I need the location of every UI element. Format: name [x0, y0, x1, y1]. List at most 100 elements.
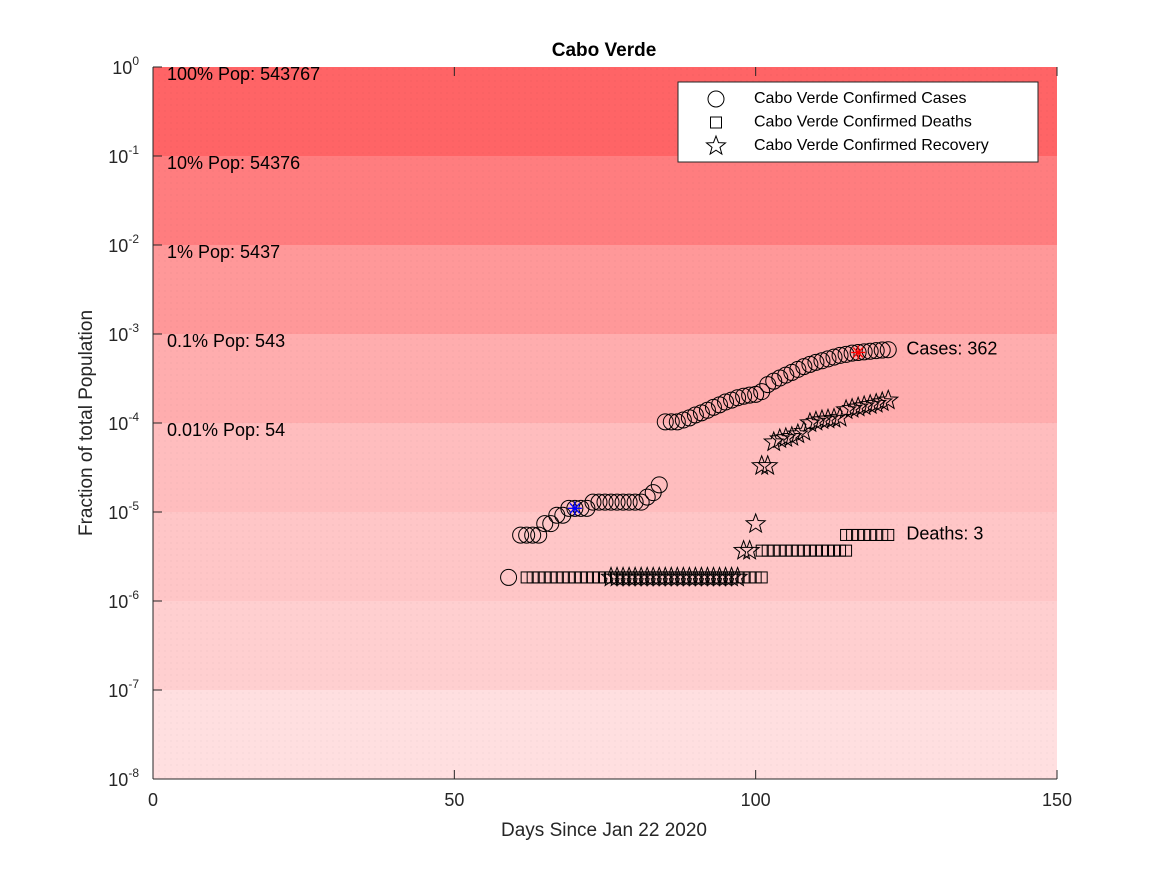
legend-entry-label: Cabo Verde Confirmed Deaths — [754, 114, 972, 131]
case-point — [596, 493, 614, 511]
legend-entry-label: Cabo Verde Confirmed Recovery — [754, 137, 989, 154]
death-point — [562, 571, 575, 584]
recovery-point — [805, 410, 827, 431]
recovery-point — [847, 395, 869, 417]
y-tick-label: 10-4 — [108, 410, 139, 434]
case-point — [735, 387, 753, 405]
death-point — [852, 528, 865, 541]
legend-marker-square — [710, 116, 722, 129]
y-tick-label: 10-5 — [108, 499, 139, 523]
recovery-point — [811, 408, 833, 430]
case-point — [626, 493, 644, 511]
case-point — [837, 345, 855, 363]
death-point — [532, 571, 545, 584]
y-tick-exponent: -1 — [128, 143, 139, 157]
y-tick-base: 10 — [108, 592, 128, 612]
y-tick-exponent: -5 — [128, 499, 139, 513]
death-point — [840, 544, 853, 557]
case-point — [825, 348, 843, 366]
recovery-point — [859, 393, 882, 415]
death-point — [858, 528, 871, 541]
cases-series — [500, 341, 897, 586]
death-point — [815, 544, 828, 557]
death-point — [870, 528, 883, 541]
death-point — [840, 528, 853, 541]
y-tick-exponent: -7 — [128, 677, 139, 691]
highlight-markers — [567, 345, 866, 516]
case-point — [536, 515, 554, 533]
recovery-point — [799, 411, 821, 433]
y-tick-label: 100 — [112, 54, 139, 78]
y-tick-base: 10 — [108, 414, 128, 434]
death-point — [821, 544, 834, 557]
case-point — [819, 350, 837, 368]
recovery-point — [738, 539, 761, 560]
y-tick-base: 10 — [108, 147, 128, 167]
x-tick-label: 0 — [148, 790, 158, 810]
y-tick-label: 10-3 — [108, 321, 139, 345]
recovery-point — [750, 454, 773, 476]
y-tick-exponent: -4 — [128, 410, 139, 424]
case-point — [729, 389, 747, 407]
case-point — [602, 493, 620, 511]
x-axis-label: Days Since Jan 22 2020 — [501, 820, 707, 841]
recovery-point — [726, 566, 749, 587]
y-tick-base: 10 — [112, 58, 132, 78]
recovery-point — [768, 427, 791, 449]
case-point — [717, 393, 735, 411]
death-point — [803, 544, 816, 557]
death-point — [749, 571, 762, 584]
case-point — [879, 341, 897, 359]
death-point — [599, 571, 611, 584]
axes: 0 50 100 15010010-110-210-310-410-510-610-7… — [108, 54, 1072, 810]
death-point — [876, 528, 889, 541]
y-tick-base: 10 — [108, 236, 128, 256]
death-point — [526, 571, 539, 584]
y-tick-exponent: -8 — [128, 766, 139, 780]
case-point — [518, 526, 536, 544]
death-point — [797, 544, 810, 557]
death-point — [574, 571, 587, 584]
annotation-label: Deaths: 3 — [906, 524, 983, 544]
recovery-point — [744, 512, 767, 534]
y-tick-base: 10 — [108, 681, 128, 701]
case-point — [861, 342, 879, 360]
death-point — [791, 544, 804, 557]
y-tick-exponent: 0 — [132, 54, 139, 68]
case-point — [566, 499, 584, 517]
population-band-labels: 100% Pop: 543767 10% Pop: 54376 1% Pop: 54… — [167, 64, 320, 440]
case-point — [500, 568, 518, 586]
death-point — [828, 544, 841, 557]
death-point — [755, 571, 768, 584]
y-tick-exponent: -2 — [128, 232, 139, 246]
y-tick-label: 10-6 — [108, 588, 139, 612]
case-point — [753, 383, 771, 401]
y-tick-exponent: -3 — [128, 321, 139, 335]
recovery-point — [732, 539, 755, 560]
plot-texture — [153, 67, 1057, 779]
case-point — [656, 413, 674, 431]
x-tick-label: 150 — [1042, 790, 1072, 810]
y-tick-label: 10-8 — [108, 766, 139, 790]
case-point — [584, 493, 602, 511]
death-point — [846, 528, 859, 541]
population-band-label: 1% Pop: 5437 — [167, 242, 280, 262]
death-point — [538, 571, 551, 584]
case-point — [873, 341, 891, 359]
death-point — [767, 544, 780, 557]
case-point — [608, 493, 626, 511]
death-point — [550, 571, 563, 584]
y-tick-label: 10-7 — [108, 677, 139, 701]
case-point — [638, 488, 656, 506]
case-point — [632, 493, 650, 511]
recovery-point — [756, 454, 779, 476]
case-point — [650, 476, 668, 494]
y-tick-label: 10-2 — [108, 232, 139, 256]
case-point — [867, 342, 885, 360]
case-point — [542, 515, 560, 533]
case-point — [662, 413, 680, 431]
y-tick-base: 10 — [108, 503, 128, 523]
death-point — [556, 571, 569, 584]
death-point — [785, 544, 798, 557]
